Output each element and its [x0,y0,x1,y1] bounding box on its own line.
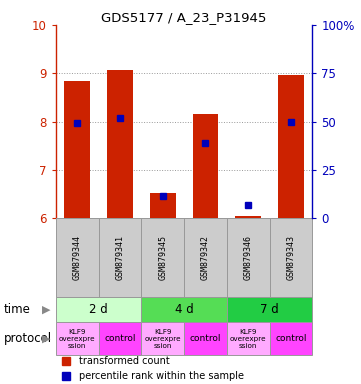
Text: percentile rank within the sample: percentile rank within the sample [79,371,244,381]
Text: control: control [190,334,221,343]
Bar [99,218,142,297]
Bar [184,322,227,355]
Bar [227,297,312,322]
Text: 4 d: 4 d [175,303,193,316]
Text: GSM879345: GSM879345 [158,235,167,280]
Text: time: time [4,303,30,316]
Text: protocol: protocol [4,332,52,345]
Bar [56,218,99,297]
Bar [142,297,227,322]
Bar [142,218,184,297]
Text: GSM879342: GSM879342 [201,235,210,280]
Text: KLF9
overexpre
ssion: KLF9 overexpre ssion [144,329,181,349]
Text: control: control [104,334,136,343]
Bar [150,193,175,218]
Text: 2 d: 2 d [89,303,108,316]
Text: control: control [275,334,306,343]
Bar [65,81,90,218]
Bar [193,114,218,218]
Bar [107,70,133,218]
Text: GSM879344: GSM879344 [73,235,82,280]
Bar [270,322,312,355]
Bar [184,218,227,297]
Text: GSM879343: GSM879343 [286,235,295,280]
Text: ▶: ▶ [42,305,50,314]
Text: transformed count: transformed count [79,356,170,366]
Bar [270,218,312,297]
Text: GSM879346: GSM879346 [244,235,253,280]
Bar [56,297,142,322]
Bar [278,75,304,218]
Bar [227,322,270,355]
Title: GDS5177 / A_23_P31945: GDS5177 / A_23_P31945 [101,11,267,24]
Text: GSM879341: GSM879341 [116,235,125,280]
Bar [99,322,142,355]
Text: ▶: ▶ [42,334,50,344]
Text: KLF9
overexpre
ssion: KLF9 overexpre ssion [59,329,96,349]
Bar [142,322,184,355]
Bar [56,322,99,355]
Text: 7 d: 7 d [260,303,279,316]
Bar [235,216,261,218]
Text: KLF9
overexpre
ssion: KLF9 overexpre ssion [230,329,266,349]
Bar [227,218,270,297]
